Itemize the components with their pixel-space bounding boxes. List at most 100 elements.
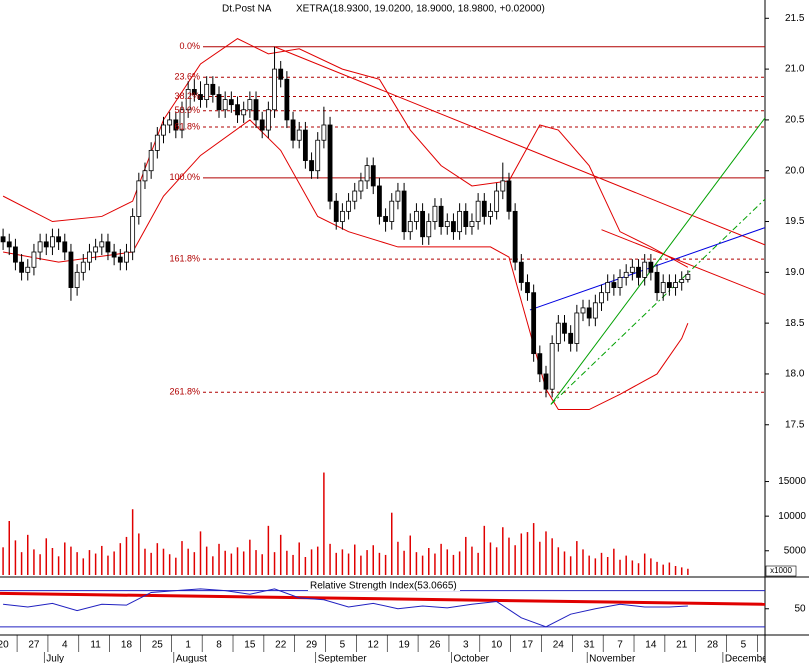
candle-body — [80, 261, 86, 273]
candle-body — [56, 236, 62, 243]
candle-body — [432, 205, 438, 222]
candle-body — [253, 99, 259, 121]
volume-tick-label: 5000 — [784, 545, 807, 556]
x-tick-label: 22 — [275, 640, 287, 651]
candle-body — [130, 216, 136, 253]
candle-body — [494, 190, 500, 212]
y-tick-label: 19.5 — [785, 216, 805, 227]
x-tick-label: 8 — [216, 640, 222, 651]
candle-body — [451, 221, 456, 233]
candle-body — [426, 221, 432, 238]
candle-body — [198, 94, 203, 100]
candle-body — [475, 200, 481, 222]
candle-body — [395, 190, 401, 202]
candle-body — [321, 124, 327, 141]
y-tick-label: 19.0 — [785, 267, 805, 278]
trend-line — [550, 198, 765, 405]
rsi-title: Relative Strength Index(53.0665) — [310, 581, 457, 592]
candle-body — [228, 99, 234, 106]
candle-body — [592, 302, 598, 319]
candle-body — [259, 119, 265, 131]
candle-body — [124, 251, 129, 263]
x-tick-label: 29 — [306, 640, 318, 651]
rsi-line — [3, 588, 688, 628]
fib-label: 23.6% — [174, 72, 200, 82]
x-tick-label: 5 — [741, 640, 747, 651]
candle-body — [481, 200, 487, 217]
fib-label: 61.8% — [174, 121, 200, 131]
candle-body — [654, 271, 660, 294]
candle-body — [74, 271, 80, 288]
candle-body — [611, 282, 617, 288]
month-label: September — [318, 654, 368, 663]
candle-body — [105, 241, 111, 253]
candle-body — [358, 180, 364, 192]
candle-body — [142, 170, 148, 182]
candle-body — [241, 109, 247, 116]
trend-line — [550, 117, 765, 405]
x-tick-label: 26 — [429, 640, 441, 651]
unit-box — [765, 565, 797, 577]
candle-body — [500, 180, 506, 192]
candle-body — [302, 129, 308, 161]
candle-body — [543, 373, 549, 390]
candle-body — [210, 83, 216, 95]
trend-line — [274, 46, 765, 246]
candle-body — [13, 246, 18, 263]
month-label: August — [176, 654, 207, 663]
candle-body — [518, 261, 524, 283]
candle-body — [457, 210, 463, 233]
fib-label: 100.0% — [169, 172, 200, 182]
x-axis: 20 27 4 11 18 25 1 8 15 22 29 5 12 19 26 3 10 17 24 31 7 14 21… — [0, 635, 765, 663]
candle-body — [284, 78, 290, 121]
candle-body — [352, 190, 358, 202]
candle-body — [191, 89, 197, 95]
candle-body — [555, 322, 561, 344]
fib-label: 50.0% — [174, 105, 200, 115]
candle-body — [679, 279, 685, 283]
x-tick-label: 3 — [463, 640, 469, 651]
candle-body — [154, 134, 160, 151]
y-tick-label: 21.5 — [785, 13, 805, 24]
candle-body — [636, 266, 641, 278]
volume-tick-label: 10000 — [778, 511, 806, 522]
x-tick-label: 7 — [617, 640, 623, 651]
candle-body — [309, 160, 314, 172]
candle-body — [185, 89, 191, 111]
x-tick-label: 31 — [584, 640, 596, 651]
x-tick-label: 24 — [553, 640, 565, 651]
candle-body — [401, 190, 407, 233]
x-tick-label: 10 — [491, 640, 503, 651]
candle-body — [346, 200, 351, 212]
candle-body — [278, 68, 284, 80]
y-tick-label: 18.5 — [785, 318, 805, 329]
candle-body — [204, 83, 210, 100]
candle-body — [87, 251, 92, 263]
x-tick-label: 12 — [368, 640, 380, 651]
candle-body — [111, 251, 117, 258]
candle-body — [235, 104, 240, 116]
candle-body — [574, 312, 580, 344]
candle-body — [0, 236, 6, 243]
candle-body — [648, 261, 654, 273]
candle-body — [629, 266, 635, 273]
candle-body — [407, 221, 413, 233]
candle-body — [580, 307, 586, 314]
candle-body — [642, 261, 648, 278]
x-tick-label: 20 — [0, 640, 9, 651]
candle-body — [685, 273, 691, 280]
bollinger-band — [2, 38, 689, 268]
candle-body — [605, 282, 611, 294]
candle-body — [383, 216, 388, 222]
candle-body — [444, 221, 450, 228]
month-label: July — [46, 654, 64, 663]
rsi-tick-label: 50 — [794, 603, 806, 614]
month-label: October — [453, 654, 489, 663]
candle-body — [272, 68, 277, 111]
x-tick-label: 18 — [121, 640, 133, 651]
volume-tick-label: 15000 — [778, 476, 806, 487]
trend-line — [529, 227, 765, 311]
volume-unit: x1000 — [770, 566, 792, 575]
candle-body — [37, 241, 43, 253]
